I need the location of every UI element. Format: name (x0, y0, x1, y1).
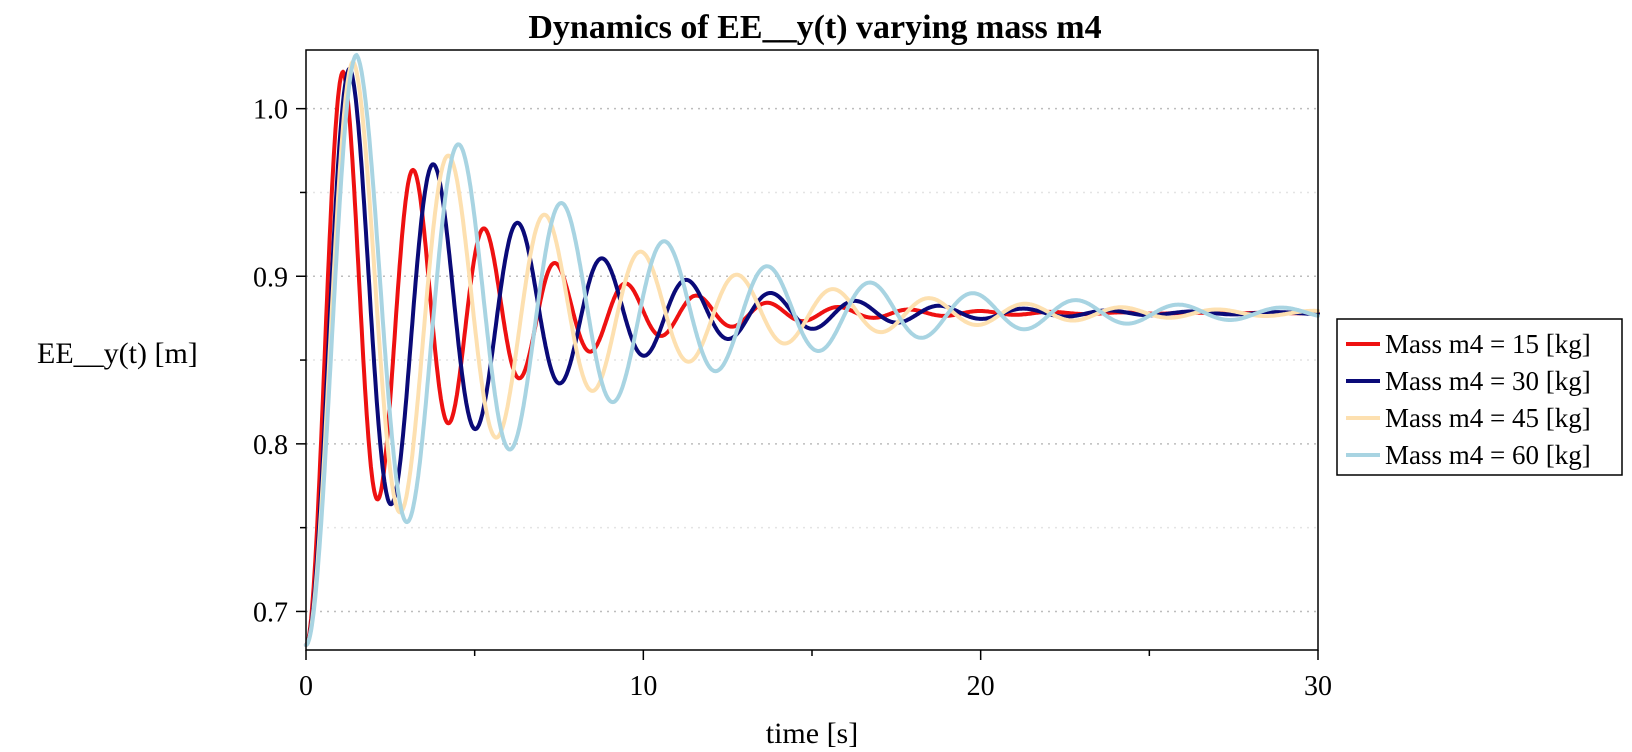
y-tick-label: 0.7 (253, 597, 288, 628)
y-tick-label: 1.0 (253, 95, 288, 126)
series-line-2 (304, 66, 1320, 647)
legend-entry: Mass m4 = 60 [kg] (1385, 440, 1591, 470)
x-tick-label: 0 (299, 671, 313, 702)
chart-title: Dynamics of EE__y(t) varying mass m4 (528, 9, 1101, 46)
axis-ticks (296, 107, 1319, 660)
y-tick-label: 0.8 (253, 430, 288, 461)
legend-entry: Mass m4 = 30 [kg] (1385, 366, 1591, 396)
legend: Mass m4 = 15 [kg] Mass m4 = 30 [kg] Mass m… (1336, 318, 1623, 476)
legend-entry: Mass m4 = 45 [kg] (1385, 403, 1591, 433)
series-line-4 (304, 53, 1320, 647)
axis-tick-labels: 0 10 20 30 0.7 0.8 0.9 1.0 (253, 95, 1332, 702)
x-tick-label: 10 (629, 671, 657, 702)
legend-box (1336, 318, 1623, 476)
x-tick-label: 20 (967, 671, 995, 702)
x-tick-label: 30 (1304, 671, 1332, 702)
series-line-1 (304, 69, 1320, 647)
legend-entry: Mass m4 = 15 [kg] (1385, 329, 1591, 359)
x-axis-label: time [s] (766, 717, 858, 750)
y-tick-label: 0.9 (253, 262, 288, 293)
series-lines (304, 53, 1320, 647)
y-axis-label: EE__y(t) [m] (37, 337, 198, 370)
grid-lines (306, 107, 1318, 613)
